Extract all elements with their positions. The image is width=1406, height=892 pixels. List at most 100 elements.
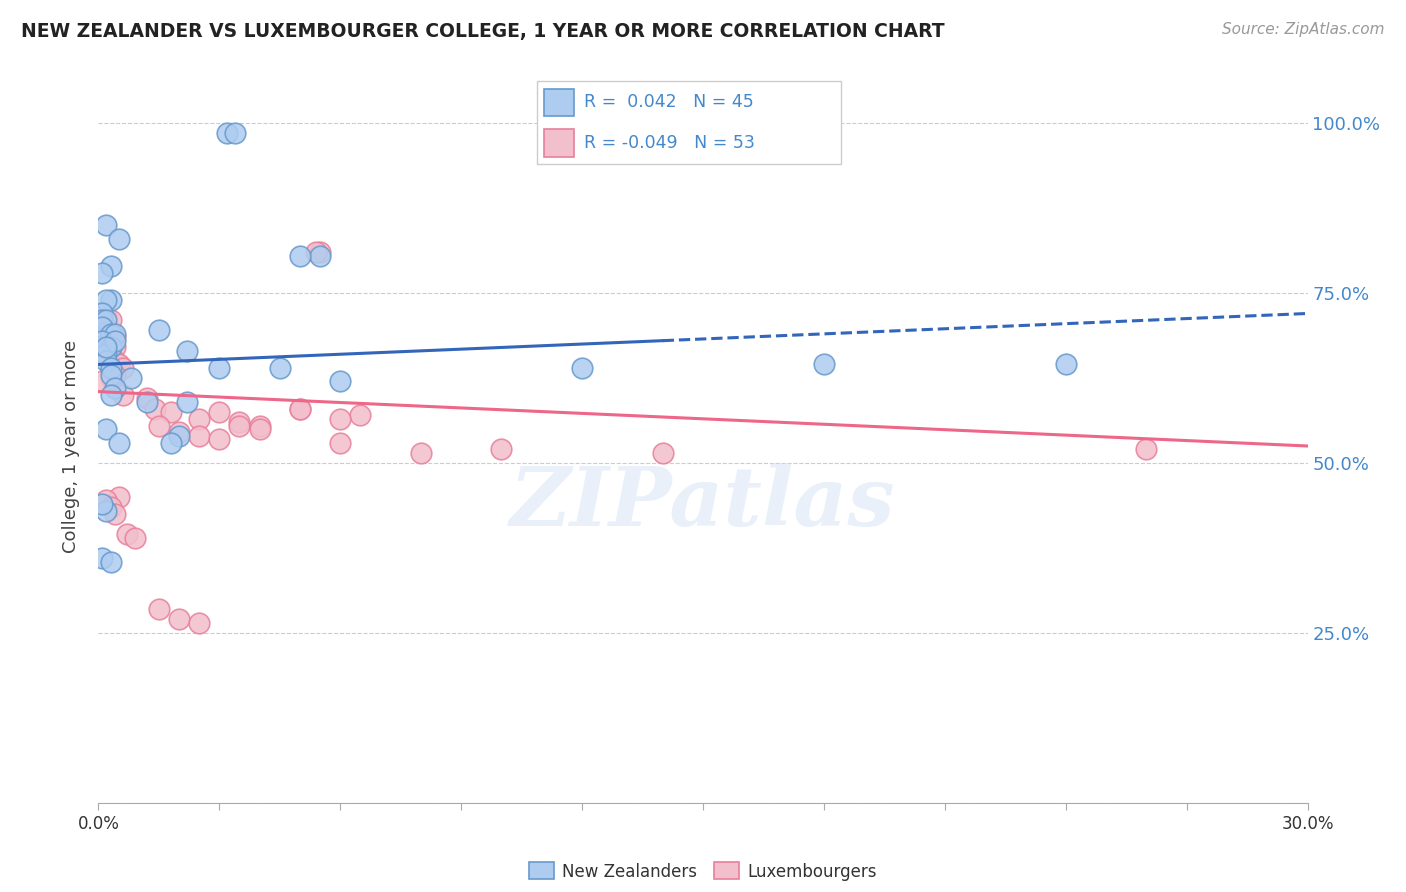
- Point: [100, 313, 122, 327]
- Point: [309, 249, 332, 263]
- Text: ZIPatlas: ZIPatlas: [510, 463, 896, 543]
- Point: [91, 306, 114, 320]
- Point: [288, 401, 311, 416]
- Point: [100, 341, 122, 355]
- Point: [329, 435, 352, 450]
- Point: [103, 330, 125, 344]
- Point: [329, 412, 352, 426]
- Text: R = -0.049   N = 53: R = -0.049 N = 53: [583, 134, 755, 152]
- Point: [91, 320, 114, 334]
- Point: [100, 360, 122, 375]
- Point: [349, 409, 371, 423]
- Point: [1135, 442, 1157, 457]
- Point: [107, 435, 129, 450]
- Point: [135, 394, 157, 409]
- Point: [96, 347, 118, 361]
- Point: [103, 341, 125, 355]
- Point: [148, 323, 170, 337]
- Point: [115, 527, 138, 541]
- FancyBboxPatch shape: [544, 129, 575, 157]
- Point: [100, 368, 122, 382]
- Point: [100, 326, 122, 341]
- Point: [100, 259, 122, 273]
- Point: [228, 415, 250, 429]
- FancyBboxPatch shape: [537, 81, 841, 164]
- Point: [96, 326, 118, 341]
- Point: [100, 388, 122, 402]
- Point: [571, 360, 593, 375]
- Point: [651, 446, 673, 460]
- Point: [491, 442, 513, 457]
- Point: [91, 347, 114, 361]
- Point: [228, 418, 250, 433]
- Point: [160, 405, 183, 419]
- Point: [103, 507, 125, 521]
- Point: [409, 446, 432, 460]
- Point: [96, 493, 118, 508]
- Point: [329, 375, 352, 389]
- Point: [103, 354, 125, 368]
- Point: [309, 245, 332, 260]
- Point: [305, 245, 328, 260]
- Point: [96, 354, 118, 368]
- Point: [249, 418, 271, 433]
- Point: [91, 334, 114, 348]
- FancyBboxPatch shape: [544, 89, 575, 116]
- Point: [107, 490, 129, 504]
- Point: [96, 341, 118, 355]
- Point: [100, 364, 122, 378]
- Point: [167, 429, 190, 443]
- Point: [249, 422, 271, 436]
- Point: [208, 405, 231, 419]
- Point: [100, 555, 122, 569]
- Point: [143, 401, 166, 416]
- Y-axis label: College, 1 year or more: College, 1 year or more: [62, 340, 80, 552]
- Point: [135, 392, 157, 406]
- Point: [111, 360, 134, 375]
- Point: [91, 497, 114, 511]
- Point: [124, 531, 146, 545]
- Point: [96, 320, 118, 334]
- Point: [111, 388, 134, 402]
- Point: [96, 343, 118, 358]
- Point: [103, 326, 125, 341]
- Point: [188, 412, 211, 426]
- Point: [103, 334, 125, 348]
- Point: [96, 310, 118, 324]
- Point: [1054, 358, 1077, 372]
- Point: [217, 127, 239, 141]
- Point: [269, 360, 291, 375]
- Point: [100, 326, 122, 341]
- Point: [91, 313, 114, 327]
- Point: [107, 358, 129, 372]
- Point: [96, 293, 118, 307]
- Point: [100, 334, 122, 348]
- Point: [100, 293, 122, 307]
- Point: [107, 232, 129, 246]
- Point: [91, 306, 114, 320]
- Point: [96, 503, 118, 517]
- Point: [148, 418, 170, 433]
- Point: [91, 266, 114, 280]
- Point: [96, 313, 118, 327]
- Text: R =  0.042   N = 45: R = 0.042 N = 45: [583, 94, 754, 112]
- Point: [188, 615, 211, 630]
- Point: [167, 612, 190, 626]
- Point: [96, 422, 118, 436]
- Point: [288, 401, 311, 416]
- Point: [100, 371, 122, 385]
- Point: [167, 425, 190, 440]
- Point: [188, 429, 211, 443]
- Point: [224, 127, 246, 141]
- Point: [176, 343, 198, 358]
- Point: [813, 358, 835, 372]
- Point: [208, 360, 231, 375]
- Point: [103, 381, 125, 395]
- Point: [288, 249, 311, 263]
- Text: NEW ZEALANDER VS LUXEMBOURGER COLLEGE, 1 YEAR OR MORE CORRELATION CHART: NEW ZEALANDER VS LUXEMBOURGER COLLEGE, 1…: [21, 22, 945, 41]
- Point: [148, 602, 170, 616]
- Point: [100, 500, 122, 515]
- Text: Source: ZipAtlas.com: Source: ZipAtlas.com: [1222, 22, 1385, 37]
- Point: [91, 320, 114, 334]
- Point: [91, 551, 114, 566]
